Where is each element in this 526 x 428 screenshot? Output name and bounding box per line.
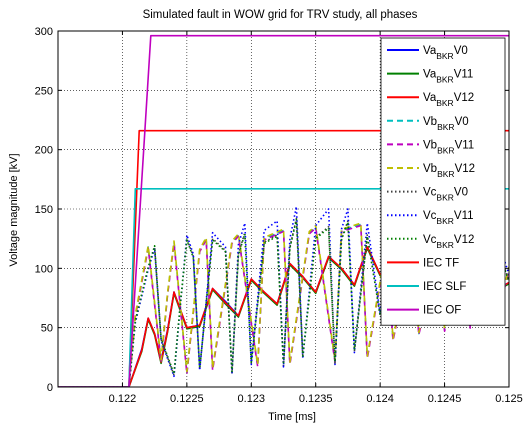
series-line [58, 129, 509, 387]
legend-label: IEC OF [423, 305, 461, 317]
legend-label: VcBKRV12 [423, 234, 474, 250]
series-line [58, 205, 509, 387]
x-tick-label: 0.122 [109, 393, 137, 405]
legend: VaBKRV0 VaBKRV11 VaBKRV12 VbBKRV0 VbBKRV11 Vb… [380, 37, 506, 326]
legend-label: VbBKRV11 [423, 139, 474, 155]
y-axis-label: Voltage magnitude [kV] [8, 153, 20, 266]
series-line [58, 188, 509, 387]
series-line [58, 222, 509, 387]
y-tick-label: 200 [35, 145, 53, 157]
x-tick-label: 0.123 [238, 393, 266, 405]
x-tick-label: 0.1235 [299, 393, 333, 405]
legend-label: VaBKRV0 [423, 45, 468, 61]
x-tick-label: 0.125 [495, 393, 523, 405]
y-tick-label: 100 [35, 263, 53, 275]
legend-label: VcBKRV11 [423, 210, 474, 226]
y-tick-label: 300 [35, 26, 53, 38]
y-tick-label: 0 [47, 382, 53, 394]
series-line [58, 34, 509, 387]
axis-ticks: 0.122 0.1225 0.123 0.1235 0.124 0.1245 0.125 0 5… [35, 26, 523, 405]
legend-label: VcBKRV0 [423, 187, 468, 203]
legend-label: VbBKRV12 [423, 163, 475, 179]
x-tick-label: 0.1225 [170, 393, 204, 405]
chart-title: Simulated fault in WOW grid for TRV stud… [143, 9, 418, 21]
y-tick-label: 250 [35, 85, 53, 97]
legend-box [380, 37, 506, 326]
legend-label: IEC TF [423, 257, 459, 269]
x-tick-label: 0.1245 [428, 393, 462, 405]
legend-label: VaBKRV12 [423, 92, 474, 108]
x-axis-label: Time [ms] [268, 411, 316, 423]
y-tick-label: 150 [35, 204, 53, 216]
legend-label: VbBKRV0 [423, 116, 469, 132]
legend-label: IEC SLF [423, 281, 466, 293]
y-tick-label: 50 [41, 323, 53, 335]
x-tick-label: 0.124 [366, 393, 394, 405]
legend-label: VaBKRV11 [423, 69, 473, 85]
